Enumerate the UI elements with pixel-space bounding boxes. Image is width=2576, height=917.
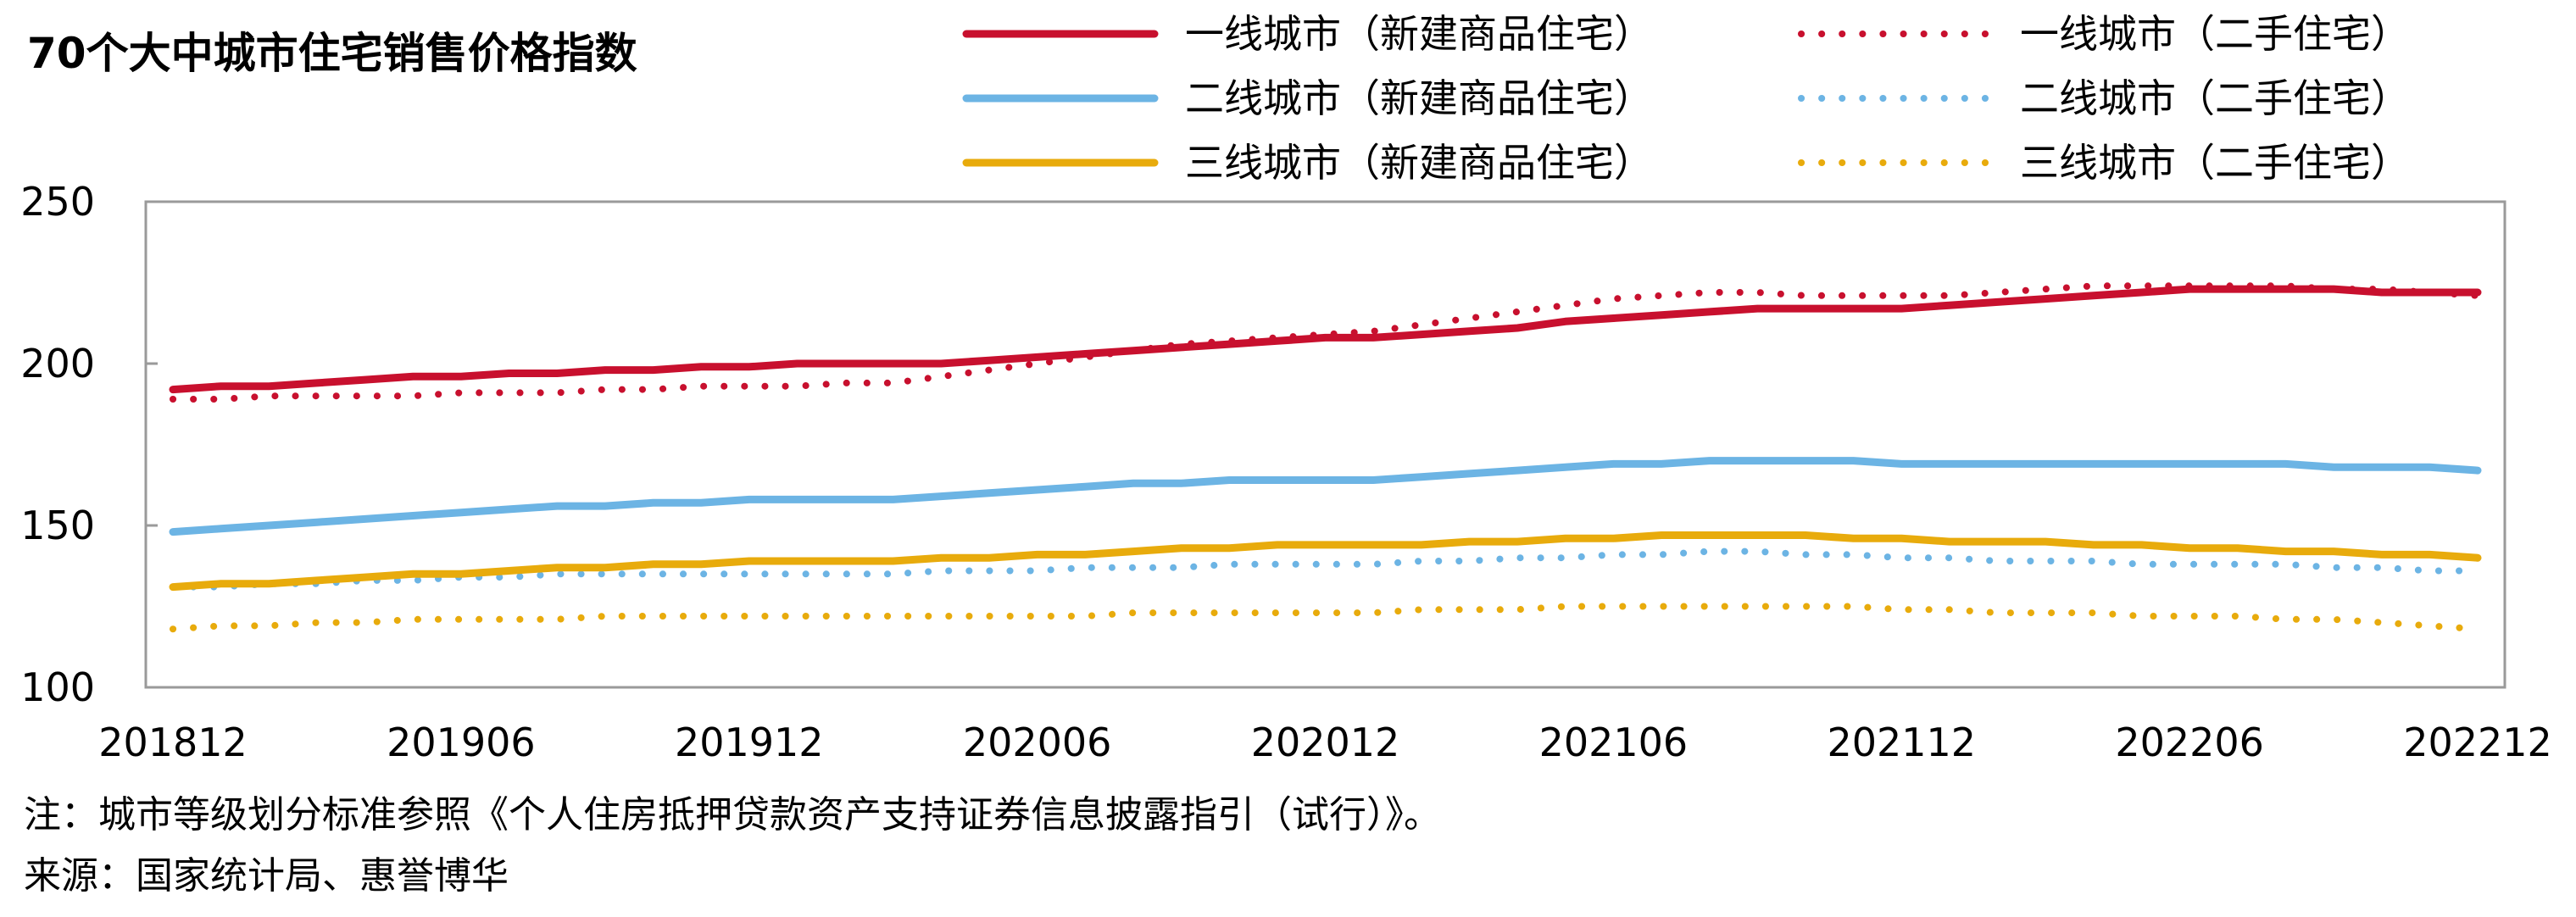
x-tick-label: 202112	[1827, 720, 1976, 765]
x-tick-label: 202106	[1539, 720, 1689, 765]
series-line-4	[170, 547, 2481, 591]
x-tick-label: 201906	[387, 720, 536, 765]
source-text: 来源：国家统计局、惠誉博华	[24, 854, 509, 898]
y-tick-label: 100	[20, 664, 95, 710]
tick-labels: 100 150 200 250 201812 201906 201912 202006 2020…	[20, 179, 2552, 765]
legend-label-6: 三线城市（二手住宅）	[2020, 140, 2410, 186]
x-tick-label: 202206	[2115, 720, 2264, 765]
series-line-6	[170, 603, 2481, 633]
y-tick-label: 250	[20, 179, 95, 225]
x-tick-label: 201812	[98, 720, 248, 765]
chart-legend: 一线城市（新建商品住宅） 一线城市（二手住宅） 二线城市（新建商品住宅） 二线城市（二…	[962, 11, 2410, 186]
x-tick-label: 201912	[675, 720, 824, 765]
series-line-2	[170, 282, 2481, 403]
series-line-5	[169, 531, 2482, 592]
footnote-text: 注：城市等级划分标准参照《个人住房抵押贷款资产支持证券信息披露指引（试行）》。	[24, 793, 1441, 836]
legend-label-1: 一线城市（新建商品住宅）	[1185, 11, 1653, 57]
x-tick-label: 202012	[1251, 720, 1400, 765]
legend-label-5: 三线城市（新建商品住宅）	[1185, 140, 1653, 186]
plot-frame	[144, 200, 2506, 689]
legend-label-4: 二线城市（二手住宅）	[2020, 75, 2410, 121]
chart-axes	[144, 200, 2506, 689]
chart-title: 70个大中城市住宅销售价格指数	[27, 29, 637, 78]
x-tick-label: 202006	[963, 720, 1112, 765]
y-tick-label: 200	[20, 341, 95, 386]
series-line-1	[169, 285, 2482, 394]
series-layer	[169, 282, 2482, 633]
legend-label-3: 二线城市（新建商品住宅）	[1185, 75, 1653, 121]
x-tick-label: 202212	[2403, 720, 2552, 765]
y-tick-label: 150	[20, 503, 95, 548]
series-line-3	[169, 457, 2482, 536]
legend-label-2: 一线城市（二手住宅）	[2020, 11, 2410, 57]
